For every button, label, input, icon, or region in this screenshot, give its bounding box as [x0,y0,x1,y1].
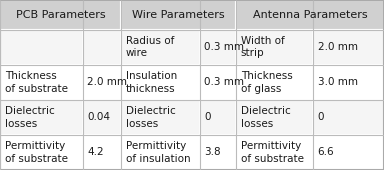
Text: Permittivity
of insulation: Permittivity of insulation [126,141,190,164]
FancyBboxPatch shape [0,0,121,30]
FancyBboxPatch shape [121,135,200,170]
FancyBboxPatch shape [0,135,83,170]
FancyBboxPatch shape [313,100,384,135]
Text: 0.04: 0.04 [87,112,110,122]
Text: Width of
strip: Width of strip [241,36,285,58]
Text: Dielectric
losses: Dielectric losses [241,106,291,129]
FancyBboxPatch shape [200,100,236,135]
Text: 0.3 mm: 0.3 mm [204,77,244,87]
FancyBboxPatch shape [236,100,313,135]
Text: Dielectric
losses: Dielectric losses [126,106,175,129]
FancyBboxPatch shape [0,30,83,65]
FancyBboxPatch shape [83,135,121,170]
FancyBboxPatch shape [200,65,236,100]
FancyBboxPatch shape [121,0,236,30]
Text: 4.2: 4.2 [87,147,104,157]
FancyBboxPatch shape [313,65,384,100]
Text: Permittivity
of substrate: Permittivity of substrate [5,141,68,164]
FancyBboxPatch shape [121,30,200,65]
FancyBboxPatch shape [121,65,200,100]
Text: Antenna Parameters: Antenna Parameters [253,10,367,20]
Text: 0: 0 [318,112,324,122]
Text: Thickness
of substrate: Thickness of substrate [5,71,68,94]
FancyBboxPatch shape [313,135,384,170]
FancyBboxPatch shape [83,65,121,100]
Text: 6.6: 6.6 [318,147,334,157]
Text: PCB Parameters: PCB Parameters [16,10,105,20]
FancyBboxPatch shape [0,100,83,135]
Text: Permittivity
of substrate: Permittivity of substrate [241,141,304,164]
FancyBboxPatch shape [236,30,313,65]
FancyBboxPatch shape [83,100,121,135]
Text: 0.3 mm: 0.3 mm [204,42,244,52]
FancyBboxPatch shape [236,65,313,100]
FancyBboxPatch shape [83,30,121,65]
Text: 3.8: 3.8 [204,147,221,157]
Text: 2.0 mm: 2.0 mm [87,77,127,87]
FancyBboxPatch shape [200,135,236,170]
Text: 2.0 mm: 2.0 mm [318,42,358,52]
FancyBboxPatch shape [121,100,200,135]
FancyBboxPatch shape [236,135,313,170]
FancyBboxPatch shape [0,65,83,100]
FancyBboxPatch shape [236,0,384,30]
Text: 3.0 mm: 3.0 mm [318,77,358,87]
FancyBboxPatch shape [200,30,236,65]
Text: Radius of
wire: Radius of wire [126,36,174,58]
Text: Insulation
thickness: Insulation thickness [126,71,177,94]
Text: Dielectric
losses: Dielectric losses [5,106,55,129]
Text: Wire Parameters: Wire Parameters [132,10,225,20]
Text: 0: 0 [204,112,211,122]
Text: Thickness
of glass: Thickness of glass [241,71,293,94]
FancyBboxPatch shape [313,30,384,65]
